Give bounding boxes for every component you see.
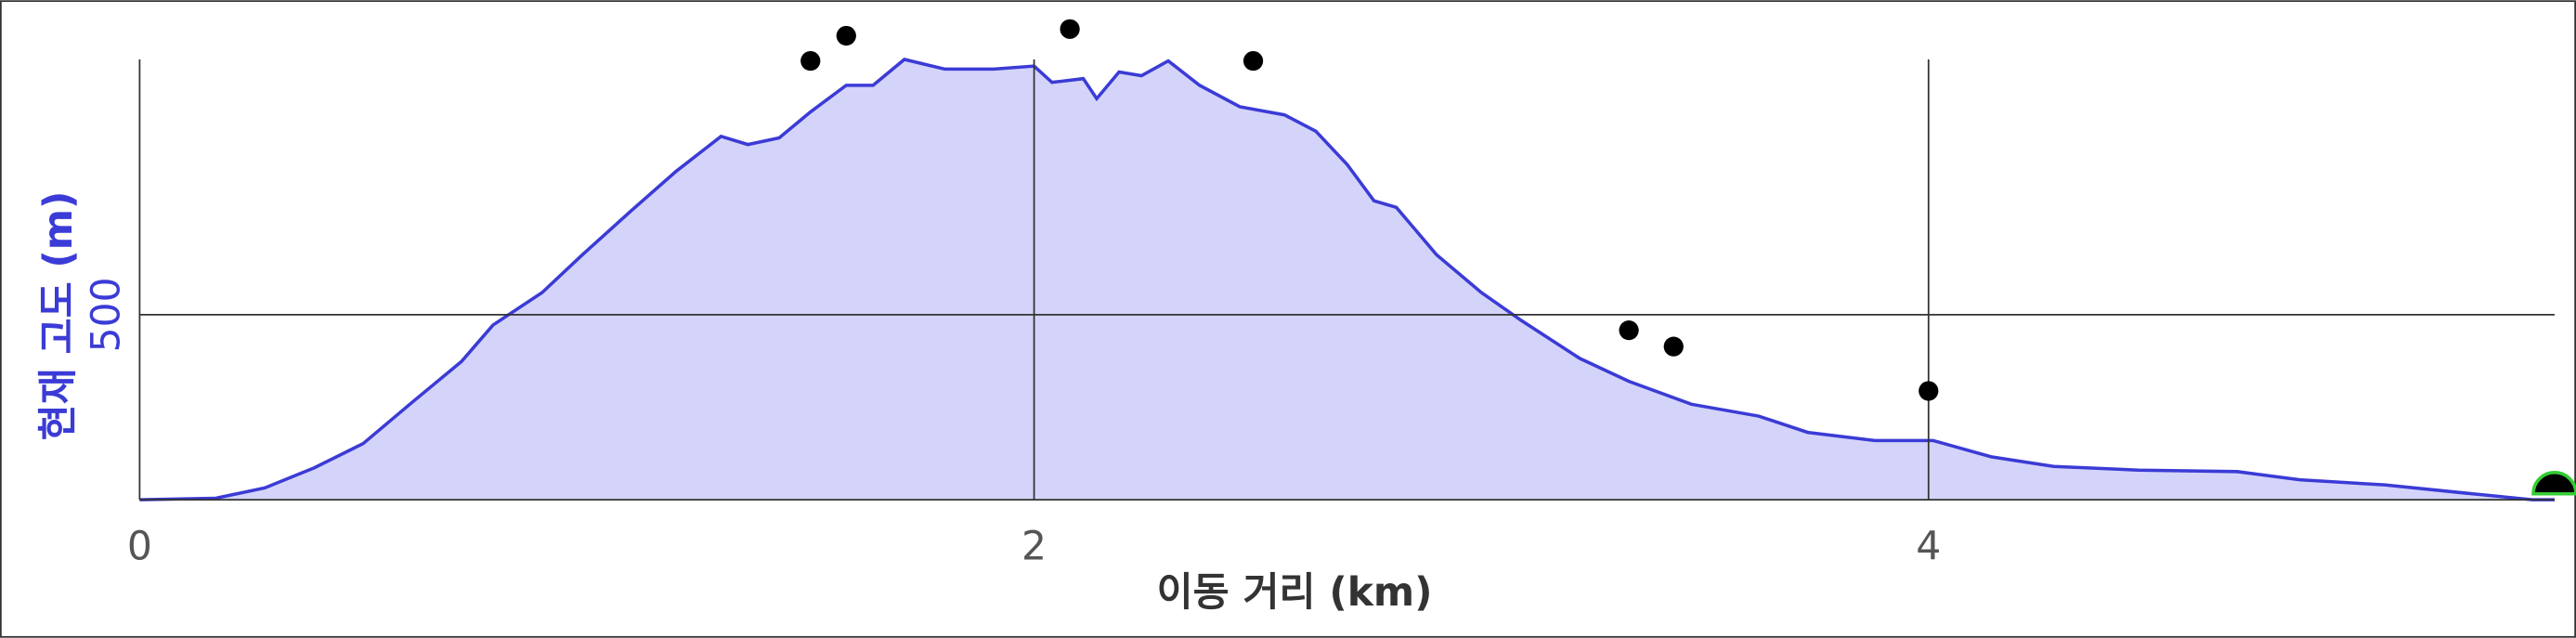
point bbox=[836, 25, 856, 46]
current-position bbox=[2531, 471, 2576, 496]
area-fill bbox=[139, 59, 2556, 501]
x-tick-label: 0 bbox=[127, 525, 152, 570]
point bbox=[1663, 336, 1684, 357]
x-axis-label: 이동 거리 (km) bbox=[1157, 570, 1433, 616]
y-tick-label: 500 bbox=[84, 277, 129, 352]
y-axis-label: 현재 고도 (m) bbox=[36, 191, 82, 441]
point bbox=[1619, 320, 1639, 341]
x-tick-label: 4 bbox=[1916, 525, 1941, 570]
elevation-line bbox=[139, 58, 2556, 501]
point bbox=[1242, 50, 1264, 72]
point bbox=[1919, 381, 1939, 401]
point bbox=[800, 50, 821, 72]
x-tick-label: 2 bbox=[1021, 525, 1047, 570]
point bbox=[1060, 19, 1080, 39]
